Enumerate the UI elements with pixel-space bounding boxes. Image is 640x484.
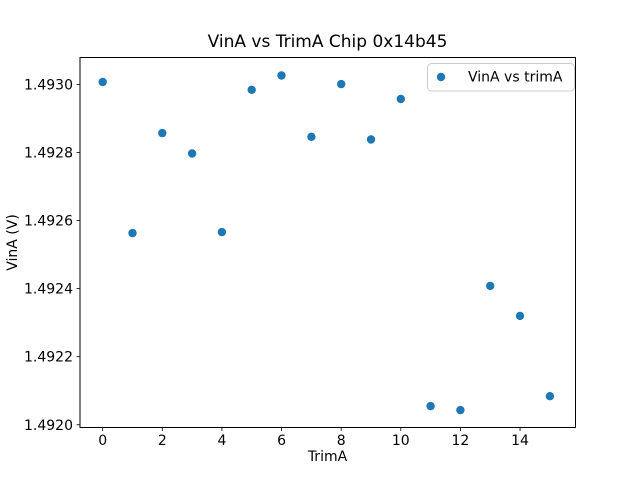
data-point (217, 227, 227, 237)
x-tick-label: 8 (337, 433, 346, 449)
x-tick-label: 2 (158, 433, 167, 449)
y-tick-label: 1.4930 (24, 77, 73, 93)
data-point (515, 311, 525, 321)
x-axis-ticks: 0 2 4 6 8 10 12 14 (98, 427, 529, 449)
legend-frame (427, 63, 575, 92)
y-tick-label: 1.4928 (24, 145, 73, 161)
data-point (98, 77, 107, 87)
y-tick-label: 1.4922 (24, 350, 73, 366)
data-point (426, 401, 435, 411)
x-tick-label: 0 (98, 433, 107, 449)
data-point (277, 71, 286, 80)
data-point (337, 79, 346, 89)
x-tick-label: 10 (392, 433, 410, 449)
data-point (486, 281, 495, 291)
data-point (456, 405, 465, 415)
legend-label: VinA vs trimA (468, 70, 563, 86)
data-point (247, 85, 256, 95)
data-point (158, 128, 167, 138)
data-point (396, 94, 405, 104)
y-tick-label: 1.4924 (24, 282, 73, 298)
data-points (98, 71, 555, 415)
x-tick-label: 6 (277, 433, 286, 449)
plot-area-border (79, 57, 576, 428)
y-axis-ticks: 1.4920 1.4922 1.4924 1.4926 1.4928 1.4930 (24, 77, 80, 434)
data-point (128, 228, 137, 238)
x-tick-label: 14 (511, 433, 529, 449)
legend-marker-icon (436, 72, 446, 82)
legend: VinA vs trimA (427, 63, 575, 92)
data-point (366, 135, 376, 144)
data-point (545, 392, 555, 401)
y-tick-label: 1.4926 (24, 214, 73, 230)
x-tick-label: 12 (452, 433, 470, 449)
data-point (307, 132, 316, 141)
y-tick-label: 1.4920 (24, 418, 73, 434)
chart-title: VinA vs TrimA Chip 0x14b45 (208, 32, 448, 52)
x-tick-label: 4 (217, 433, 226, 449)
y-axis-label: VinA (V) (5, 214, 21, 271)
data-point (187, 149, 197, 158)
x-axis-label: TrimA (307, 449, 348, 465)
